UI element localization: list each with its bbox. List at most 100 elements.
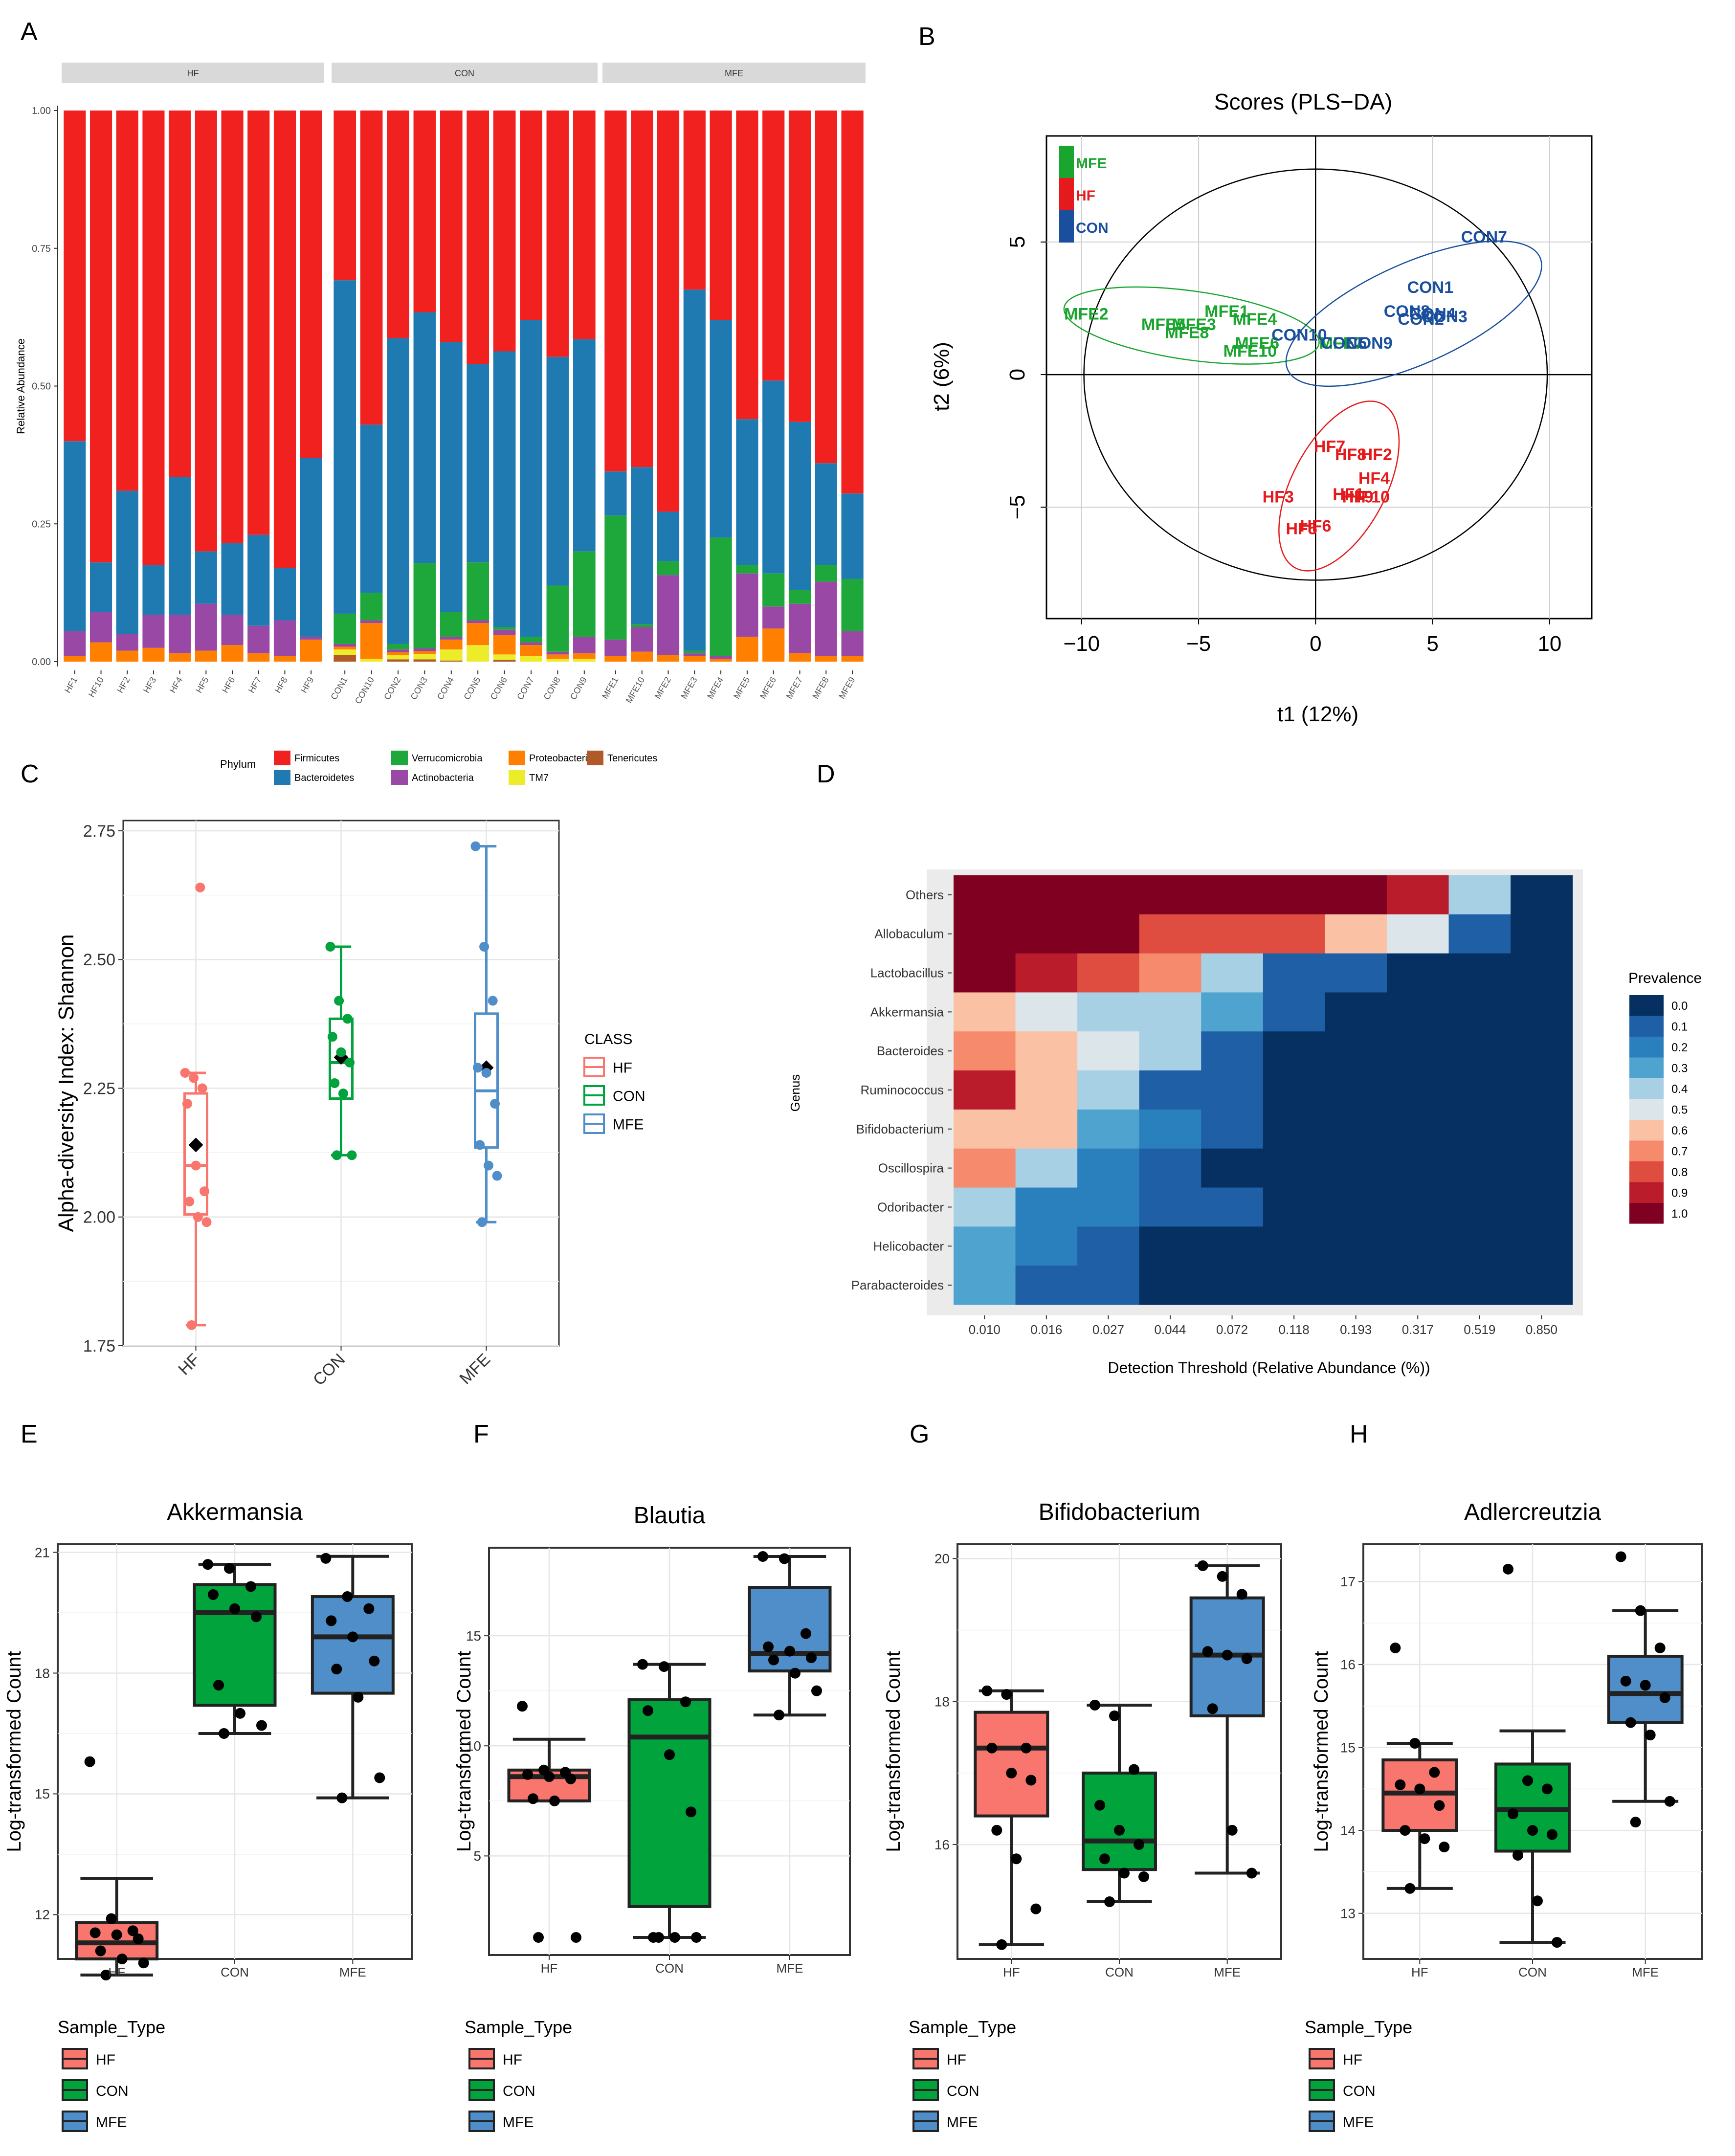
bar-segment-proteobacteria <box>493 635 516 655</box>
heatmap-cell <box>1325 953 1387 993</box>
heatmap-cell <box>1077 1148 1140 1188</box>
heatmap-cell <box>1015 1109 1078 1149</box>
heatmap-cell <box>1201 1187 1264 1227</box>
data-point <box>477 1217 487 1227</box>
data-point <box>235 1708 245 1719</box>
data-point <box>763 1641 774 1652</box>
bar-segment-firmicutes <box>300 111 322 458</box>
bar-segment-bacteroidetes <box>413 312 436 563</box>
data-point <box>342 1591 353 1602</box>
data-point <box>1246 1867 1257 1879</box>
bar-segment-bacteroidetes <box>573 339 596 552</box>
data-point <box>1207 1703 1218 1714</box>
heatmap-cell <box>1325 875 1387 915</box>
x-tick-label: MFE <box>1632 1965 1659 1979</box>
heatmap-cell <box>1201 1266 1264 1305</box>
data-point <box>186 1320 197 1330</box>
mean-marker <box>188 1137 203 1153</box>
x-tick-label: HF7 <box>246 675 263 694</box>
legend-swatch-tenericutes <box>587 751 603 765</box>
box-mfe <box>474 1012 499 1149</box>
facet-strip <box>602 63 866 83</box>
panel-label-D: D <box>817 760 835 788</box>
data-point <box>213 1680 224 1691</box>
point-label: HF9 <box>1342 488 1373 507</box>
panel-h-box-plot: 13 14 15 16 17 HF CON MFE Adlercreutzia Log-trans… <box>1305 1499 1703 2132</box>
data-point <box>1635 1605 1646 1616</box>
legend-label: HF <box>503 2052 522 2068</box>
legend-label: Firmicutes <box>294 753 339 764</box>
point-label: MFE7 <box>1319 334 1364 353</box>
bar-segment-tm7 <box>546 659 569 662</box>
bar-segment-proteobacteria <box>710 659 732 662</box>
facet-strip <box>62 63 324 83</box>
bar-segment-verrucomicrobia <box>520 637 542 643</box>
bar-segment-actinobacteria <box>169 615 191 654</box>
x-tick-label: HF3 <box>141 675 158 694</box>
bar-segment-firmicutes <box>360 111 383 425</box>
legend-color-bin <box>1629 1037 1664 1058</box>
data-point <box>1129 1764 1139 1775</box>
data-point <box>195 882 205 892</box>
data-point <box>1001 1689 1012 1700</box>
heatmap-cell <box>1015 953 1078 993</box>
bar-segment-actinobacteria <box>360 620 383 623</box>
heatmap-cell <box>1386 1109 1449 1149</box>
bar-segment-proteobacteria <box>221 645 244 662</box>
bar-segment-firmicutes <box>493 111 516 352</box>
bar-segment-proteobacteria <box>169 653 191 662</box>
y-axis-title: Genus <box>788 1074 802 1112</box>
data-point <box>1030 1903 1042 1914</box>
data-point <box>374 1772 385 1783</box>
x-tick-label: HF <box>541 1961 558 1976</box>
data-point <box>1439 1842 1450 1853</box>
data-point <box>345 1057 355 1067</box>
heatmap-cell <box>1077 875 1140 915</box>
x-tick-label: 0.072 <box>1216 1322 1248 1337</box>
heatmap-cell <box>1139 1148 1201 1188</box>
chart-title: Adlercreutzia <box>1464 1499 1601 1525</box>
legend-tick-label: 1.0 <box>1671 1207 1688 1221</box>
y-tick-label: −5 <box>1005 495 1029 519</box>
data-point <box>201 1217 212 1227</box>
data-point <box>1119 1867 1130 1879</box>
point-label: HF1 <box>1333 485 1364 504</box>
legend-label: CON <box>1076 220 1109 236</box>
panel-d-heatmap: Others Allobaculum Lactobacillus Akkermansi… <box>788 869 1702 1377</box>
chart-title: Bifidobacterium <box>1039 1499 1201 1525</box>
heatmap-cell <box>1077 1109 1140 1149</box>
y-tick-label: 20 <box>934 1551 950 1566</box>
data-point <box>331 1664 342 1675</box>
bar-segment-bacteroidetes <box>387 338 409 644</box>
bar-segment-verrucomicrobia <box>467 562 489 621</box>
x-tick-label: MFE7 <box>784 675 804 701</box>
panel-label-H: H <box>1350 1420 1368 1448</box>
bar-segment-verrucomicrobia <box>657 561 680 576</box>
bar-segment-verrucomicrobia <box>440 612 463 637</box>
legend-color-bin <box>1629 1120 1664 1141</box>
y-tick-label: Bifidobacterium <box>856 1122 944 1136</box>
data-point <box>347 1150 357 1160</box>
data-point <box>637 1659 648 1670</box>
y-tick-label: 5 <box>473 1848 481 1864</box>
bar-segment-firmicutes <box>762 111 785 381</box>
heatmap-cell <box>1325 992 1387 1032</box>
data-point <box>330 1078 340 1088</box>
bar-segment-bacteroidetes <box>195 551 217 604</box>
x-tick-label: HF <box>108 1965 125 1979</box>
heatmap-cell <box>1077 1187 1140 1227</box>
y-tick-label: 0.00 <box>32 657 51 667</box>
data-point <box>1630 1817 1641 1828</box>
data-point <box>1409 1738 1421 1749</box>
x-tick-label: MFE5 <box>732 675 752 701</box>
data-point <box>1400 1825 1411 1836</box>
heatmap-cell <box>1201 914 1264 954</box>
data-point <box>256 1720 267 1731</box>
legend-tick-label: 0.3 <box>1671 1062 1688 1075</box>
bar-segment-firmicutes <box>334 111 356 281</box>
bar-segment-actinobacteria <box>334 644 356 647</box>
panel-label-B: B <box>918 22 935 51</box>
heatmap-cell <box>1386 875 1449 915</box>
data-point <box>981 1685 993 1696</box>
data-point <box>200 1186 210 1197</box>
